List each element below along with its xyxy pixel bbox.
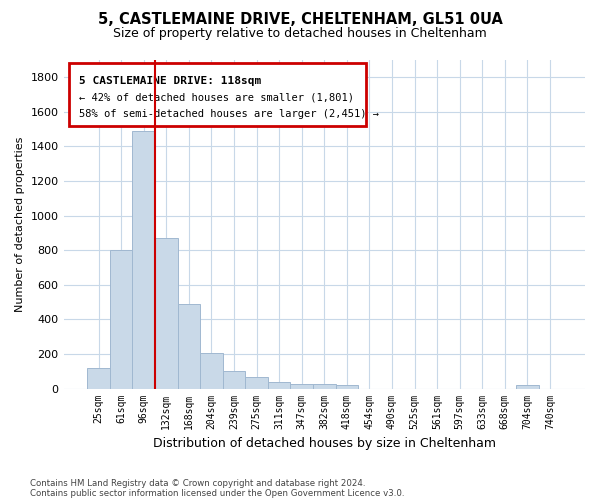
X-axis label: Distribution of detached houses by size in Cheltenham: Distribution of detached houses by size … [153, 437, 496, 450]
Bar [133, 131, 155, 388]
Text: Contains HM Land Registry data © Crown copyright and database right 2024.: Contains HM Land Registry data © Crown c… [30, 478, 365, 488]
FancyBboxPatch shape [69, 64, 366, 126]
Text: ← 42% of detached houses are smaller (1,801): ← 42% of detached houses are smaller (1,… [79, 93, 354, 103]
Text: Size of property relative to detached houses in Cheltenham: Size of property relative to detached ho… [113, 28, 487, 40]
Bar [223, 372, 245, 388]
Text: 5, CASTLEMAINE DRIVE, CHELTENHAM, GL51 0UA: 5, CASTLEMAINE DRIVE, CHELTENHAM, GL51 0… [98, 12, 502, 28]
Text: 5 CASTLEMAINE DRIVE: 118sqm: 5 CASTLEMAINE DRIVE: 118sqm [79, 76, 262, 86]
Bar [200, 353, 223, 388]
Bar [516, 386, 539, 388]
Bar [87, 368, 110, 388]
Bar [110, 250, 133, 388]
Y-axis label: Number of detached properties: Number of detached properties [15, 136, 25, 312]
Text: 58% of semi-detached houses are larger (2,451) →: 58% of semi-detached houses are larger (… [79, 110, 379, 120]
Bar [335, 385, 358, 388]
Bar [290, 384, 313, 388]
Bar [155, 238, 178, 388]
Bar [178, 304, 200, 388]
Text: Contains public sector information licensed under the Open Government Licence v3: Contains public sector information licen… [30, 488, 404, 498]
Bar [313, 384, 335, 388]
Bar [245, 378, 268, 388]
Bar [268, 382, 290, 388]
